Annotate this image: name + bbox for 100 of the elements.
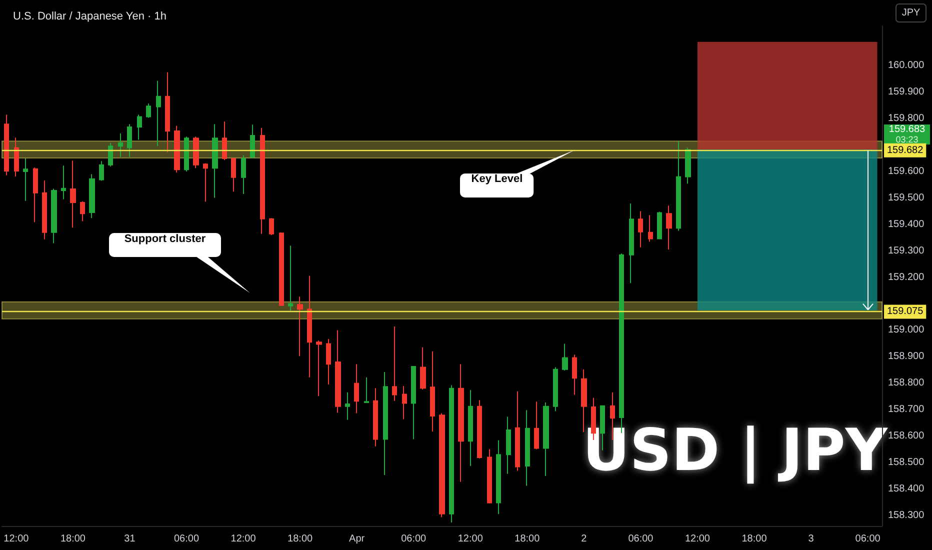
x-tick-label: 18:00 [60,534,86,544]
candlestick [212,124,218,198]
candlestick [373,388,378,447]
candlestick [525,410,530,486]
candlestick [420,346,426,390]
candlestick [506,416,511,474]
candlestick [70,160,76,228]
candlestick [458,364,464,482]
candlestick [496,440,501,515]
chart-title: U.S. Dollar / Japanese Yen · 1h [13,10,166,22]
candlestick [629,203,634,284]
y-tick-label: 159.300 [888,245,925,256]
candlestick [174,125,180,174]
candlestick [269,218,274,236]
candlestick [127,124,132,158]
candlestick [326,338,331,385]
candlestick [108,142,113,167]
x-tick-label: 18:00 [742,534,768,544]
y-tick-label: 159.900 [888,86,925,98]
candlestick [23,158,28,202]
candlestick [335,330,341,414]
candlestick [477,400,482,460]
text: 03:23 [896,134,918,145]
candlestick [411,365,416,440]
candlestick [231,157,236,192]
candlestick [449,384,454,524]
candlestick [288,245,293,312]
y-tick-label: 159.800 [888,113,925,124]
text: JPY [902,8,920,18]
y-tick-label: 158.300 [888,510,925,521]
candlestick [487,448,492,504]
candlestick [42,180,47,240]
x-tick-label: 12:00 [684,534,710,544]
y-tick-label: 158.500 [888,457,925,468]
candlestick [146,103,151,118]
x-tick-label: 06:00 [855,534,881,544]
candlestick [80,200,85,222]
candlestick [581,368,587,433]
candlestick [534,401,539,450]
y-tick-label: 158.900 [888,351,925,362]
x-tick-label: 12:00 [458,534,484,544]
candlestick [61,165,66,200]
candlestick [89,174,95,219]
x-tick-label: 06:00 [174,534,200,544]
y-tick-label: 158.800 [888,378,925,389]
candlestick [648,214,653,242]
candlestick [638,210,643,248]
candlestick [14,137,19,178]
candlestick [165,72,170,153]
candlestick [666,205,672,250]
candlestick [193,136,199,169]
candlestick [316,340,322,397]
y-tick-label: 158.600 [888,430,925,442]
candlestick [307,275,312,378]
y-tick-label: 160.000 [888,60,925,72]
candlestick [676,140,681,232]
candlestick [4,114,9,176]
candlestick [553,366,558,412]
candlestick [430,350,435,432]
candlestick [260,127,265,234]
x-tick-label: 06:00 [401,534,427,544]
candlestick [345,392,350,420]
candlestick [657,211,662,240]
candlestick [354,364,359,414]
candlestick [383,372,388,476]
y-tick-label: 159.200 [888,272,925,283]
x-tick-label: 12:00 [4,534,30,544]
candlestick [51,188,57,244]
x-tick-label: Apr [349,534,366,544]
x-tick-label: 3 [808,534,814,544]
annotation: Support cluster [109,233,221,257]
candlestick [297,296,303,357]
x-tick-label: 31 [124,534,136,544]
y-tick-label: 159.600 [888,166,925,178]
y-tick-label: 159.400 [888,218,925,230]
annotation: Key Level [460,173,534,197]
candlestick [402,386,407,420]
ref-line-label: 159.682 [887,144,924,156]
candlestick [33,167,38,223]
candlestick [250,124,255,160]
x-tick-label: 18:00 [514,534,540,544]
candlestick [364,376,369,404]
candlestick [543,402,549,476]
x-tick-label: 12:00 [230,534,256,544]
candlestick [572,354,577,396]
candlestick [184,136,189,172]
y-tick-label: 159.500 [888,192,925,204]
ref-line-label: 159.075 [887,306,924,318]
candlestick [222,121,227,161]
y-tick-label: 158.700 [888,404,925,416]
candlestick [279,232,284,306]
candlestick [439,412,445,518]
candlestick [515,390,520,472]
annotation: 159.683 [888,124,926,136]
candlestick [156,80,161,147]
y-tick-label: 159.000 [888,324,925,336]
candlestick [392,326,397,402]
candlestick [468,390,473,466]
x-tick-label: 2 [581,534,588,544]
candlestick [562,343,568,371]
